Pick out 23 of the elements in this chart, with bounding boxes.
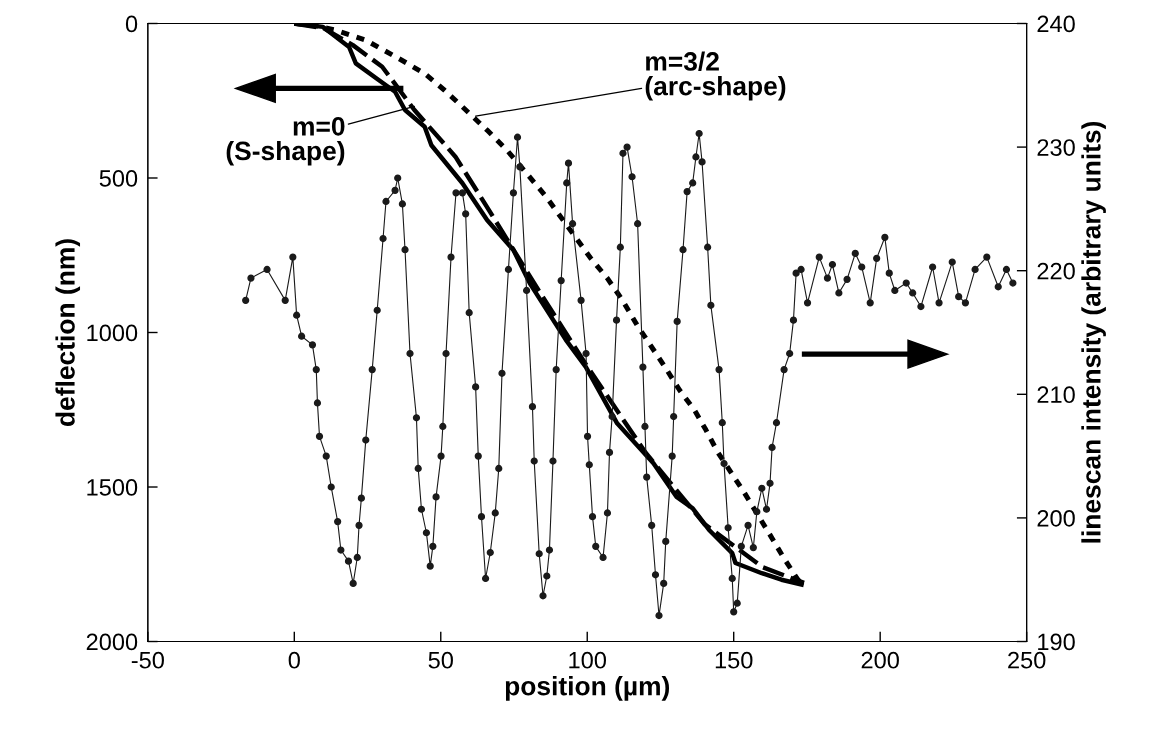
y-axis-title: deflection (nm) <box>55 239 81 426</box>
x-tick-label: 200 <box>861 651 899 669</box>
y2-tick-label: 240 <box>1037 15 1075 33</box>
x-tick-label: -50 <box>131 651 164 669</box>
y2-tick-label: 230 <box>1037 139 1075 156</box>
y2-tick-label: 190 <box>1038 633 1075 651</box>
x-tick-label: 250 <box>1008 651 1046 669</box>
x-tick-label: 50 <box>428 651 453 669</box>
y2-tick-label: 220 <box>1037 262 1075 280</box>
y2-axis-title: linescan intensity (arbitrary units) <box>1081 121 1106 543</box>
x-tick-label: 100 <box>569 651 607 669</box>
y-tick-label: 1000 <box>87 324 138 342</box>
y2-tick-label: 200 <box>1037 509 1075 527</box>
x-tick-label: 0 <box>288 651 300 669</box>
y-tick-label: 500 <box>99 170 138 187</box>
x-tick-label: 150 <box>715 651 753 669</box>
y2-tick-label: 210 <box>1037 386 1075 404</box>
annotation: m=3/2 (arc-shape) <box>645 51 786 101</box>
annotation: m=0 (S-shape) <box>226 117 345 166</box>
x-axis-title: position (µm) <box>505 676 670 701</box>
y-tick-label: 0 <box>125 15 138 33</box>
y-tick-label: 1500 <box>87 479 138 496</box>
y-tick-label: 2000 <box>86 633 138 651</box>
